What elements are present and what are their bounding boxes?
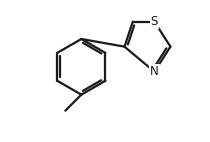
Text: N: N bbox=[150, 65, 159, 78]
Text: S: S bbox=[151, 15, 158, 28]
